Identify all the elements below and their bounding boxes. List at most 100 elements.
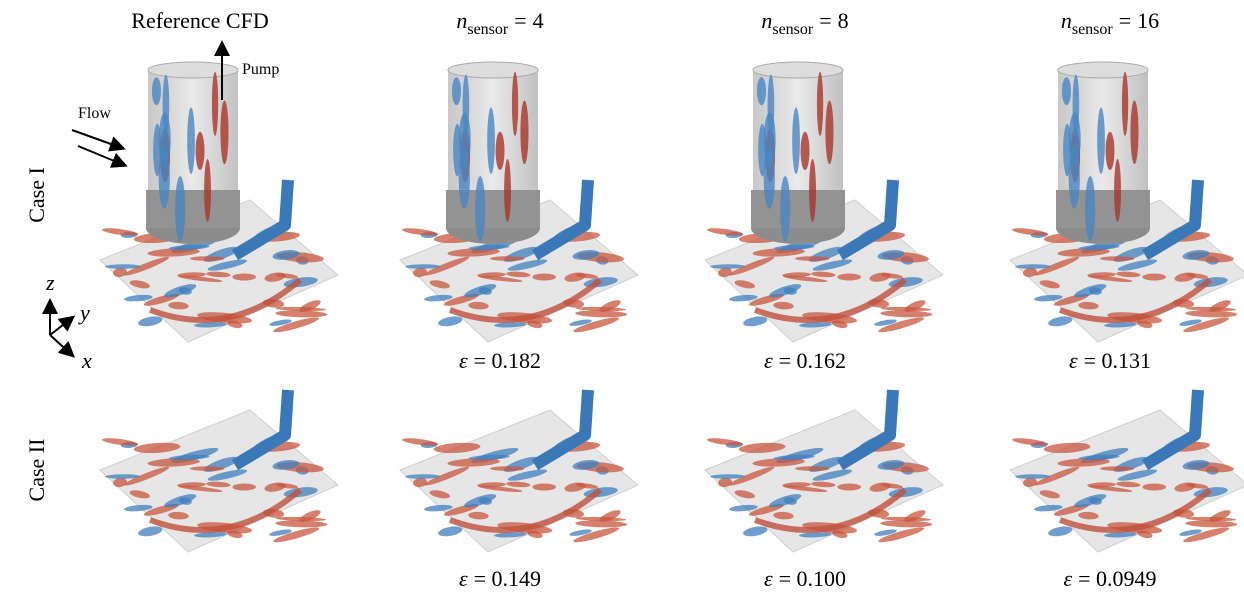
vortex-blob — [275, 310, 327, 318]
vortex-blob — [575, 310, 627, 318]
cylinder-top — [753, 62, 843, 78]
vortex-blob — [1142, 273, 1166, 280]
vortex-blob — [1012, 227, 1049, 237]
vortex-strand — [825, 100, 833, 164]
error-label: ε= 0.182 — [459, 348, 541, 373]
row-label: Case I — [24, 167, 49, 223]
title-part: 16 — [1137, 8, 1159, 33]
vortex-strand — [1097, 108, 1105, 174]
error-value: = 0.100 — [779, 566, 846, 591]
error-label: ε= 0.162 — [764, 348, 846, 373]
vortex-strand — [512, 72, 518, 136]
axis-label: x — [81, 348, 92, 373]
title-part: n — [761, 8, 772, 33]
vortex-blob — [1047, 525, 1073, 538]
vortex-blob — [402, 227, 439, 237]
vortex-blob — [1142, 483, 1166, 490]
error-label: ε= 0.131 — [1069, 348, 1151, 373]
vortex-blob — [137, 315, 163, 328]
title-part: = — [1119, 8, 1131, 33]
vortex-strand — [757, 77, 766, 105]
vortex-blob — [1185, 520, 1237, 528]
figure: Reference CFD nsensor=4nsensor=8nsensor=… — [0, 0, 1244, 592]
vortex-blob — [137, 525, 163, 538]
error-symbol: ε — [1069, 348, 1078, 373]
flow-rendering — [400, 390, 638, 552]
vortex-blob — [837, 483, 861, 490]
flow-rendering — [705, 62, 943, 342]
vortex-blob — [1185, 310, 1237, 318]
vortex-strand — [520, 100, 528, 164]
vortex-strand — [152, 77, 161, 105]
flow-rendering — [100, 390, 338, 552]
title-part: n — [456, 8, 467, 33]
error-value: = 0.182 — [474, 348, 541, 373]
flow-rendering — [100, 62, 338, 342]
flow-arrow — [78, 146, 124, 165]
vortex-strand — [801, 132, 810, 170]
vortex-blob — [575, 520, 627, 528]
error-label: ε= 0.149 — [459, 566, 541, 591]
vortex-blob — [102, 437, 139, 447]
vortex-strand — [1062, 77, 1071, 105]
vortex-strand — [1114, 159, 1121, 222]
vortex-strand — [1106, 132, 1115, 170]
vortex-blob — [880, 520, 932, 528]
vortex-blob — [707, 227, 744, 237]
vortex-strand — [809, 159, 816, 222]
vortex-strand — [204, 159, 211, 222]
cylinder-top — [448, 62, 538, 78]
title-part: sensor — [1072, 21, 1114, 38]
vortex-strand — [764, 113, 776, 167]
title-part: 8 — [838, 8, 849, 33]
vortex-blob — [837, 273, 861, 280]
vortex-strand — [780, 176, 790, 241]
axis-label: y — [78, 300, 90, 325]
flow-rendering — [1010, 390, 1244, 552]
vortex-blob — [437, 525, 463, 538]
pump-label: Pump — [242, 61, 279, 78]
flow-rendering — [400, 62, 638, 342]
vortex-strand — [196, 132, 205, 170]
column-title: Reference CFD — [131, 8, 268, 33]
error-value: = 0.0949 — [1078, 566, 1156, 591]
axis-label: z — [45, 270, 55, 295]
title-part: sensor — [772, 21, 814, 38]
vortex-blob — [437, 315, 463, 328]
title-part: 4 — [533, 8, 544, 33]
cylinder-top — [1058, 62, 1148, 78]
vortex-strand — [487, 108, 495, 174]
error-symbol: ε — [764, 348, 773, 373]
column-title: nsensor =16 — [1061, 8, 1159, 38]
vortex-blob — [707, 437, 744, 447]
vortex-blob — [532, 483, 556, 490]
vortex-blob — [742, 525, 768, 538]
title-part: sensor — [467, 21, 509, 38]
title-part: = — [819, 8, 831, 33]
error-symbol: ε — [459, 566, 468, 591]
column-title: nsensor = 8 — [761, 8, 848, 38]
vortex-blob — [1047, 315, 1073, 328]
row-label: Case II — [24, 439, 49, 502]
vortex-blob — [880, 310, 932, 318]
title-part: n — [1061, 8, 1072, 33]
vortex-blob — [402, 437, 439, 447]
vortex-strand — [1122, 72, 1128, 136]
title-part: = — [514, 8, 526, 33]
vortex-blob — [102, 227, 139, 237]
vortex-strand — [496, 132, 505, 170]
error-value: = 0.131 — [1084, 348, 1151, 373]
vortex-strand — [1085, 176, 1095, 241]
vortex-blob — [532, 273, 556, 280]
vortex-strand — [459, 113, 471, 167]
vortex-strand — [159, 113, 171, 167]
vortex-blob — [1012, 437, 1049, 447]
cylinder-top — [148, 62, 238, 78]
vortex-blob — [232, 273, 256, 280]
error-value: = 0.149 — [474, 566, 541, 591]
column-title: nsensor = 4 — [456, 8, 543, 38]
error-label: ε= 0.0949 — [1063, 566, 1156, 591]
vortex-strand — [212, 72, 218, 136]
vortex-strand — [175, 176, 185, 241]
